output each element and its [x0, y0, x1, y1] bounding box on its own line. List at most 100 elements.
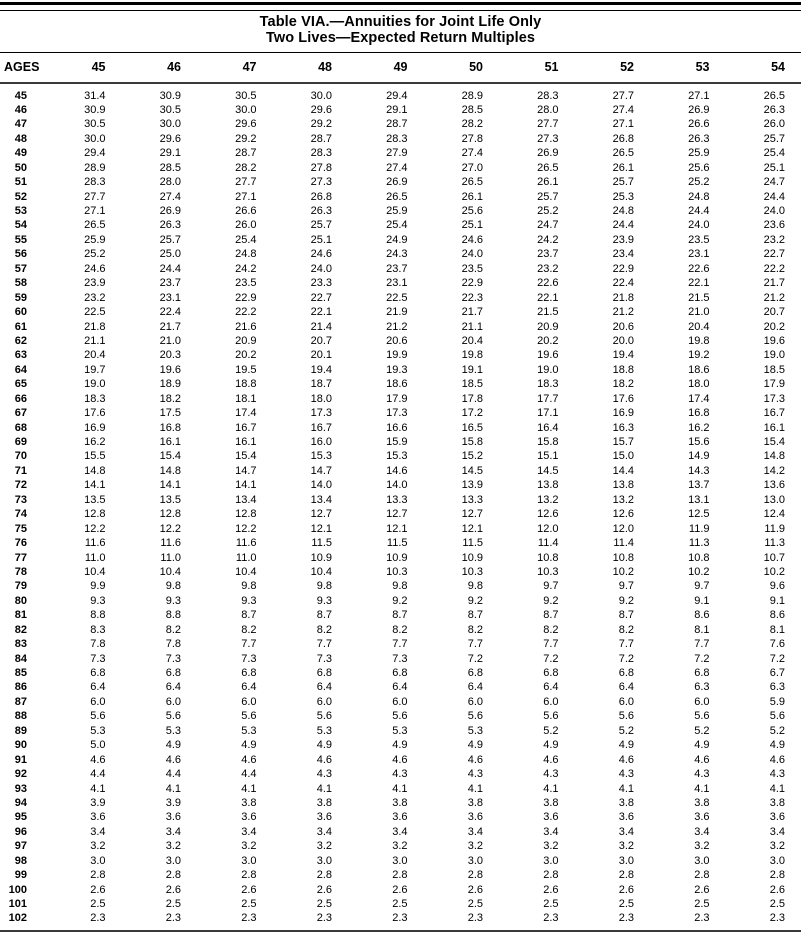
multiple-value-cell: 19.3 [348, 363, 424, 377]
multiple-value-cell: 3.2 [197, 839, 273, 853]
multiple-value-cell: 25.4 [726, 146, 801, 160]
multiple-value-cell: 9.8 [122, 579, 198, 593]
multiple-value-cell: 5.3 [197, 724, 273, 738]
multiple-value-cell: 22.2 [726, 262, 801, 276]
multiple-value-cell: 2.6 [424, 883, 500, 897]
multiple-value-cell: 4.3 [424, 767, 500, 781]
multiple-value-cell: 26.6 [197, 204, 273, 218]
multiple-value-cell: 7.3 [273, 652, 349, 666]
multiple-value-cell: 6.3 [726, 680, 801, 694]
multiple-value-cell: 3.2 [499, 839, 575, 853]
multiple-value-cell: 9.3 [197, 594, 273, 608]
multiple-value-cell: 6.8 [46, 666, 122, 680]
multiple-value-cell: 2.8 [650, 868, 726, 882]
multiple-value-cell: 3.4 [197, 825, 273, 839]
multiple-value-cell: 16.7 [273, 421, 349, 435]
multiple-value-cell: 26.3 [273, 204, 349, 218]
multiple-value-cell: 29.6 [197, 117, 273, 131]
age-column-header: 48 [273, 53, 349, 83]
multiple-value-cell: 25.0 [122, 247, 198, 261]
multiple-value-cell: 6.4 [273, 680, 349, 694]
multiple-value-cell: 14.4 [575, 464, 651, 478]
multiple-value-cell: 19.6 [122, 363, 198, 377]
multiple-value-cell: 3.4 [122, 825, 198, 839]
age-cell: 101 [0, 897, 46, 911]
age-cell: 71 [0, 464, 46, 478]
multiple-value-cell: 21.1 [46, 334, 122, 348]
multiple-value-cell: 22.2 [197, 305, 273, 319]
multiple-value-cell: 6.8 [650, 666, 726, 680]
multiple-value-cell: 14.8 [46, 464, 122, 478]
multiple-value-cell: 7.7 [197, 637, 273, 651]
multiple-value-cell: 3.4 [348, 825, 424, 839]
multiple-value-cell: 3.6 [424, 810, 500, 824]
multiple-value-cell: 14.7 [197, 464, 273, 478]
multiple-value-cell: 19.9 [348, 348, 424, 362]
multiple-value-cell: 9.2 [424, 594, 500, 608]
multiple-value-cell: 21.2 [348, 320, 424, 334]
multiple-value-cell: 6.0 [273, 695, 349, 709]
multiple-value-cell: 28.2 [197, 161, 273, 175]
multiple-value-cell: 22.5 [46, 305, 122, 319]
multiple-value-cell: 18.6 [348, 377, 424, 391]
multiple-value-cell: 23.4 [575, 247, 651, 261]
table-title-line2: Two Lives—Expected Return Multiples [0, 31, 801, 47]
age-cell: 59 [0, 291, 46, 305]
age-cell: 78 [0, 565, 46, 579]
multiple-value-cell: 21.2 [575, 305, 651, 319]
age-cell: 100 [0, 883, 46, 897]
age-cell: 93 [0, 782, 46, 796]
multiple-value-cell: 20.6 [575, 320, 651, 334]
multiple-value-cell: 5.6 [726, 709, 801, 723]
multiple-value-cell: 10.9 [273, 551, 349, 565]
age-cell: 66 [0, 392, 46, 406]
multiple-value-cell: 5.2 [650, 724, 726, 738]
multiple-value-cell: 5.2 [726, 724, 801, 738]
multiple-value-cell: 27.3 [499, 132, 575, 146]
multiple-value-cell: 4.1 [424, 782, 500, 796]
age-column-header: 49 [348, 53, 424, 83]
multiple-value-cell: 19.4 [273, 363, 349, 377]
multiple-value-cell: 4.9 [122, 738, 198, 752]
multiple-value-cell: 3.8 [726, 796, 801, 810]
multiple-value-cell: 20.2 [197, 348, 273, 362]
multiple-value-cell: 10.8 [650, 551, 726, 565]
multiple-value-cell: 6.8 [122, 666, 198, 680]
multiple-value-cell: 9.2 [348, 594, 424, 608]
multiple-value-cell: 18.2 [575, 377, 651, 391]
multiple-value-cell: 2.8 [122, 868, 198, 882]
multiple-value-cell: 17.2 [424, 406, 500, 420]
multiple-value-cell: 17.6 [575, 392, 651, 406]
multiple-value-cell: 18.0 [273, 392, 349, 406]
multiple-value-cell: 26.5 [726, 83, 801, 103]
multiple-value-cell: 8.2 [122, 623, 198, 637]
multiple-value-cell: 12.1 [273, 522, 349, 536]
multiple-value-cell: 13.1 [650, 493, 726, 507]
multiple-value-cell: 17.6 [46, 406, 122, 420]
multiple-value-cell: 2.5 [726, 897, 801, 911]
multiple-value-cell: 9.3 [122, 594, 198, 608]
multiple-value-cell: 3.4 [499, 825, 575, 839]
multiple-value-cell: 26.8 [273, 190, 349, 204]
multiple-value-cell: 11.3 [726, 536, 801, 550]
multiple-value-cell: 7.8 [122, 637, 198, 651]
multiple-value-cell: 21.4 [273, 320, 349, 334]
age-column-header: 47 [197, 53, 273, 83]
multiple-value-cell: 11.0 [197, 551, 273, 565]
multiple-value-cell: 5.6 [122, 709, 198, 723]
multiple-value-cell: 5.2 [575, 724, 651, 738]
multiple-value-cell: 23.3 [273, 276, 349, 290]
multiple-value-cell: 24.4 [726, 190, 801, 204]
multiple-value-cell: 3.2 [575, 839, 651, 853]
multiple-value-cell: 9.3 [273, 594, 349, 608]
age-cell: 86 [0, 680, 46, 694]
